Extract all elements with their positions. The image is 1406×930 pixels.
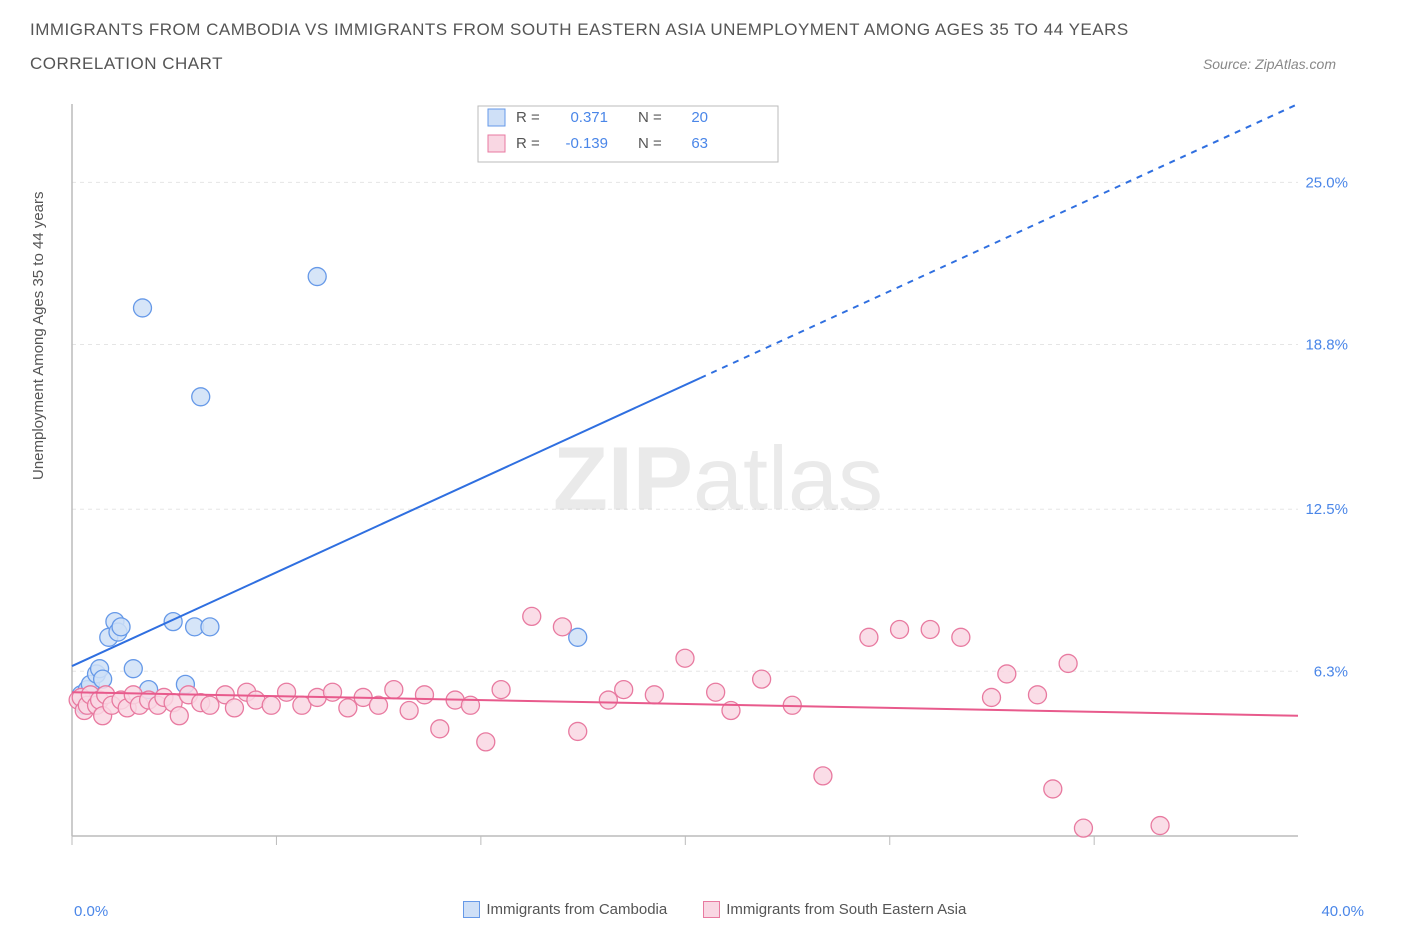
svg-text:12.5%: 12.5%	[1305, 501, 1348, 518]
svg-text:0.371: 0.371	[570, 109, 608, 126]
svg-text:N =: N =	[638, 135, 662, 152]
legend-label: Immigrants from South Eastern Asia	[726, 901, 966, 918]
legend-swatch	[703, 901, 720, 918]
x-axis-min: 0.0%	[68, 903, 108, 920]
svg-text:18.8%: 18.8%	[1305, 337, 1348, 354]
svg-text:N =: N =	[638, 109, 662, 126]
svg-text:6.3%: 6.3%	[1314, 663, 1348, 680]
source-label: Source: ZipAtlas.com	[1203, 56, 1376, 72]
chart-title-line2: CORRELATION CHART	[30, 54, 223, 74]
legend-item: Immigrants from South Eastern Asia	[703, 901, 966, 918]
svg-text:R =: R =	[516, 135, 540, 152]
svg-text:R =: R =	[516, 109, 540, 126]
chart-svg: 6.3% 12.5% 18.8% 25.0% R = 0.371 N = 20 R = -0.13…	[68, 100, 1368, 860]
svg-text:20: 20	[691, 109, 708, 126]
x-axis-max: 40.0%	[1321, 903, 1368, 920]
svg-text:63: 63	[691, 135, 708, 152]
legend-swatch	[463, 901, 480, 918]
x-axis-footer: 0.0% Immigrants from CambodiaImmigrants …	[68, 901, 1368, 922]
chart-header: IMMIGRANTS FROM CAMBODIA VS IMMIGRANTS F…	[0, 0, 1406, 88]
legend-item: Immigrants from Cambodia	[463, 901, 667, 918]
svg-text:-0.139: -0.139	[565, 135, 608, 152]
footer-legend-items: Immigrants from Cambodia Immigrants from …	[445, 901, 984, 922]
chart-title-line1: IMMIGRANTS FROM CAMBODIA VS IMMIGRANTS F…	[30, 20, 1376, 40]
legend-label: Immigrants from Cambodia	[486, 901, 667, 918]
svg-text:25.0%: 25.0%	[1305, 174, 1348, 191]
scatter-chart: 6.3% 12.5% 18.8% 25.0% R = 0.371 N = 20 R = -0.13…	[68, 100, 1368, 860]
y-axis-label: Unemployment Among Ages 35 to 44 years	[30, 191, 47, 480]
